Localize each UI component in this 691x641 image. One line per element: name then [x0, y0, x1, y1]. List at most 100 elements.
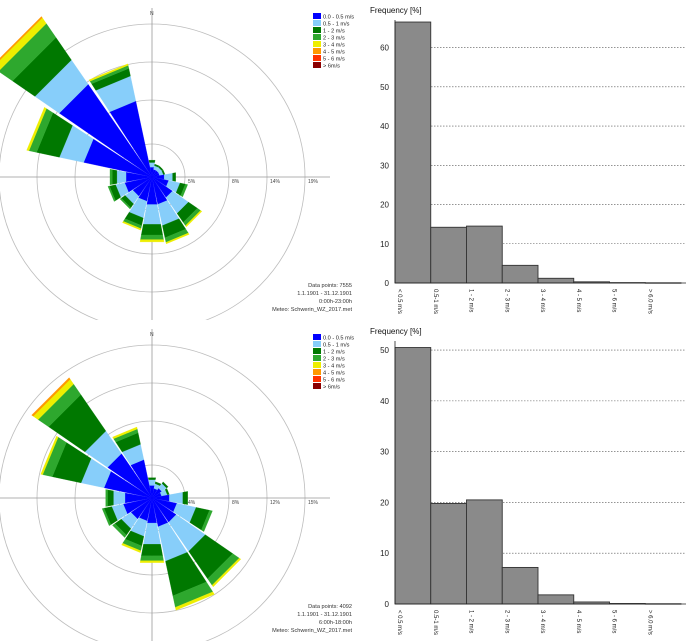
legend-swatch [313, 20, 321, 26]
histogram-bar [394, 347, 432, 605]
histogram-bar [466, 225, 503, 284]
rose-segment [165, 232, 190, 245]
rose-segment [211, 557, 242, 588]
frequency-histogram-2: Frequency [%] 0 10 20 30 40 50 < 0.5 m/s 0.5-1 m… [360, 321, 691, 641]
legend-entry: 1 - 2 m/s [323, 349, 345, 355]
rose-segment [112, 426, 138, 439]
rose-segment [116, 170, 127, 184]
rose-segment [31, 377, 71, 417]
y-tick-label: 30 [380, 161, 389, 170]
rose-segment [182, 491, 188, 505]
histogram-bar [466, 499, 503, 605]
legend-swatch [313, 376, 321, 382]
histogram-bar [501, 264, 539, 284]
y-tick-label: 60 [380, 44, 389, 53]
histogram-svg: Frequency [%] 0 10 20 30 40 50 < 0.5 m/s 0.5-1 m… [370, 327, 686, 635]
legend-entry: 3 - 4 m/s [323, 42, 345, 48]
rose-segment [180, 183, 188, 198]
x-tick-label: 2 - 3 m/s [503, 610, 509, 633]
rose-segment [141, 544, 163, 557]
rose-ring-label: 4% [188, 500, 196, 506]
rose-segment [185, 210, 203, 228]
legend-swatch [313, 369, 321, 375]
rose-segment [140, 555, 164, 561]
legend-entry: 5 - 6 m/s [323, 377, 345, 383]
y-tick-label: 30 [380, 448, 389, 457]
rose-segment [169, 492, 184, 504]
x-tick-label: 2 - 3 m/s [503, 289, 509, 312]
rose-info-line: 1.1.1901 - 31.12.1901 [297, 291, 352, 297]
histogram-ylabel: Frequency [%] [370, 6, 422, 15]
rose-segment [164, 173, 173, 181]
rose-segment [149, 162, 155, 168]
rose-segment [113, 490, 126, 506]
rose-segment [105, 489, 108, 507]
rose-segment [172, 172, 176, 182]
x-tick-label: 5 - 6 m/s [611, 610, 617, 633]
wind-rose-svg: 5% 8% 14% 19% N 0.0 - 0.5 m/s0.5 - 1 m/s1 - 2… [0, 8, 354, 320]
rose-ring-label: 14% [270, 179, 281, 185]
x-tick-label: 1 - 2 m/s [468, 289, 474, 312]
x-tick-label: 0.5-1 m/s [432, 610, 438, 635]
wind-rose-chart-1: 5% 8% 14% 19% N 0.0 - 0.5 m/s 0.5 - 1 m/s 1 - 2… [0, 0, 360, 320]
rose-segment [148, 477, 156, 480]
rose-segment [164, 488, 170, 495]
rose-north-label: N [150, 11, 154, 17]
rose-segment [109, 169, 113, 185]
rose-north-label: N [150, 332, 154, 338]
legend-entry: > 6m/s [323, 63, 340, 69]
rose-segment [161, 481, 169, 489]
histogram-bar [501, 566, 539, 605]
legend-entry: 2 - 3 m/s [323, 35, 345, 41]
x-tick-label: 1 - 2 m/s [468, 610, 474, 633]
rose-segment [201, 510, 213, 532]
rose-segment [148, 160, 156, 163]
rose-segment [101, 508, 112, 526]
rose-info-line: Meteo: Schwerin_WZ_2017.met [272, 628, 352, 634]
x-tick-label: < 0.5 m/s [396, 610, 402, 635]
histogram-bar [430, 226, 467, 284]
histogram-bar [537, 594, 575, 605]
rose-info-line: 1.1.1901 - 31.12.1901 [297, 612, 352, 618]
x-tick-label: < 0.5 m/s [396, 289, 402, 314]
rose-ring-label: 15% [308, 500, 319, 506]
y-tick-label: 50 [380, 83, 389, 92]
rose-info-line: 0:00h-23:00h [319, 299, 352, 305]
legend-swatch [313, 383, 321, 389]
x-tick-label: 4 - 5 m/s [575, 289, 581, 312]
rose-info-line: 6:00h-18:00h [319, 620, 352, 626]
rose-segment [139, 239, 165, 243]
legend-entry: > 6m/s [323, 384, 340, 390]
histogram-ylabel: Frequency [%] [370, 327, 422, 336]
rose-segment [119, 197, 132, 210]
y-tick-label: 20 [380, 498, 389, 507]
legend-entry: 2 - 3 m/s [323, 356, 345, 362]
x-tick-label: > 6.0 m/s [646, 289, 652, 314]
rose-segment [88, 63, 129, 82]
legend-entry: 3 - 4 m/s [323, 363, 345, 369]
y-tick-label: 10 [380, 549, 389, 558]
rose-segment [40, 435, 59, 475]
rose-segment [107, 185, 116, 202]
frequency-histogram-1: Frequency [%] 0 10 20 30 40 50 60 < 0.5 m/s 0.5-1… [360, 0, 691, 320]
rose-segment [141, 224, 163, 236]
histogram-bar [537, 277, 575, 284]
legend-entry: 5 - 6 m/s [323, 56, 345, 62]
rose-segment [122, 221, 142, 231]
y-tick-label: 0 [385, 600, 390, 609]
legend-swatch [313, 13, 321, 19]
y-tick-label: 20 [380, 201, 389, 210]
rose-ring-label: 12% [270, 500, 281, 506]
legend-entry: 1 - 2 m/s [323, 28, 345, 34]
legend-swatch [313, 27, 321, 33]
rose-segment [158, 165, 164, 171]
rose-info-line: Data points: 4092 [308, 604, 352, 610]
x-tick-label: 0.5-1 m/s [432, 289, 438, 314]
rose-segment [143, 204, 161, 225]
rose-segment [26, 107, 47, 151]
y-tick-label: 40 [380, 122, 389, 131]
y-tick-label: 50 [380, 346, 389, 355]
legend-swatch [313, 34, 321, 40]
rose-segment [121, 543, 141, 553]
legend-swatch [313, 355, 321, 361]
